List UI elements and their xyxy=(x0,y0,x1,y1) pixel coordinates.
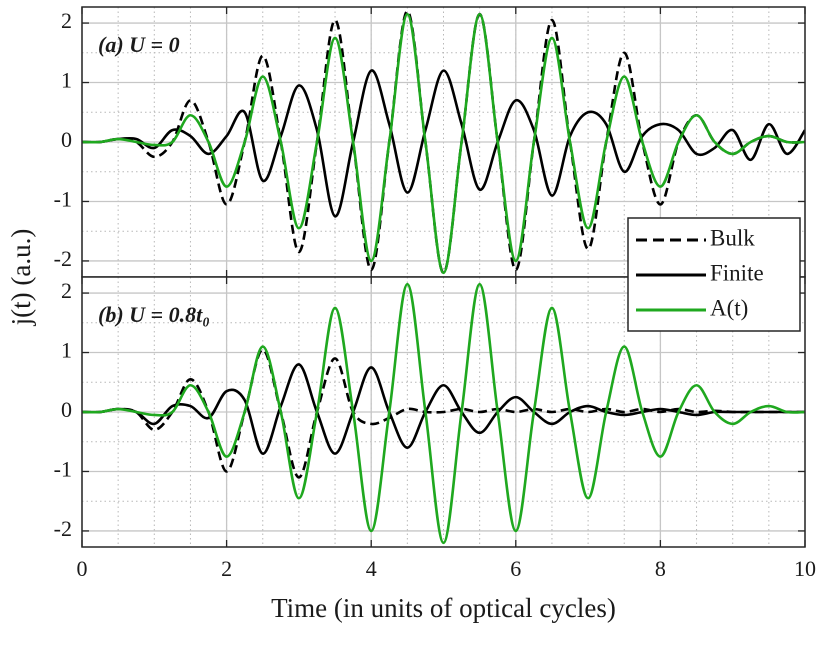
legend-label: Finite xyxy=(710,260,764,285)
x-tick-label: 2 xyxy=(221,556,232,581)
y-tick-label: -2 xyxy=(54,246,72,271)
series-line xyxy=(82,9,805,275)
y-tick-label: -2 xyxy=(54,516,72,541)
y-tick-label: 2 xyxy=(61,8,72,33)
y-tick-label: 1 xyxy=(61,68,72,93)
plot-frame xyxy=(81,276,806,548)
y-tick-label: 0 xyxy=(61,127,72,152)
series-line xyxy=(82,69,805,218)
series-line xyxy=(82,12,805,275)
x-tick-label: 10 xyxy=(794,556,816,581)
x-tick-label: 8 xyxy=(655,556,666,581)
y-axis-label: j(t) (a.u.) xyxy=(6,229,36,327)
x-axis-label: Time (in units of optical cycles) xyxy=(271,593,616,623)
panel-annotation: (a) U = 0 xyxy=(98,32,180,57)
y-tick-label: -1 xyxy=(54,457,72,482)
series-group xyxy=(82,282,805,545)
y-tick-label: -1 xyxy=(54,187,72,212)
series-line xyxy=(82,363,805,455)
x-tick-label: 6 xyxy=(510,556,521,581)
legend-label: A(t) xyxy=(710,295,748,320)
series-group xyxy=(82,9,805,275)
x-tick-label: 4 xyxy=(366,556,377,581)
y-tick-label: 0 xyxy=(61,397,72,422)
y-tick-label: 2 xyxy=(61,278,72,303)
series-line xyxy=(82,282,805,545)
legend-label: Bulk xyxy=(710,225,755,250)
panel-annotation: (b) U = 0.8t₀ xyxy=(98,302,210,327)
y-tick-label: 1 xyxy=(61,338,72,363)
x-tick-label: 0 xyxy=(77,556,88,581)
